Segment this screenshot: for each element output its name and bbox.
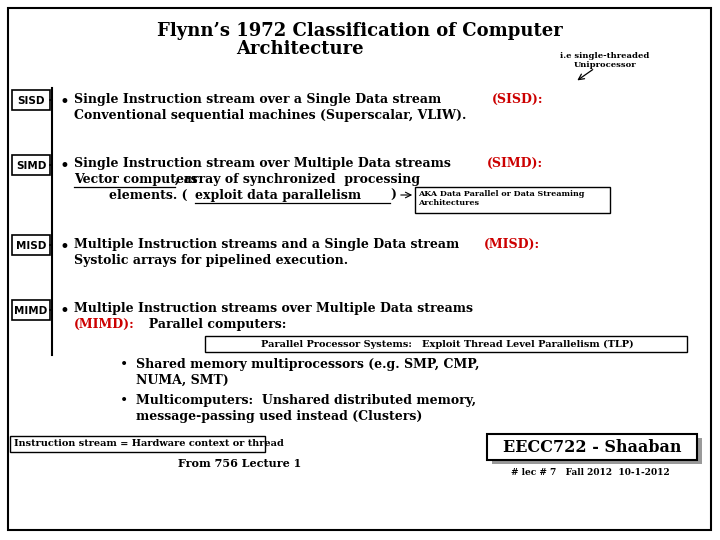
Text: •: • (60, 158, 70, 175)
Text: Single Instruction stream over a Single Data stream: Single Instruction stream over a Single … (74, 93, 450, 106)
Text: •: • (60, 239, 70, 256)
Text: NUMA, SMT): NUMA, SMT) (136, 374, 229, 387)
Text: (SISD):: (SISD): (492, 93, 544, 106)
Text: elements. (: elements. ( (74, 189, 187, 202)
Text: (SIMD):: (SIMD): (487, 157, 543, 170)
Bar (10, 436, 265, 452)
Text: i.e single-threaded
Uniprocessor: i.e single-threaded Uniprocessor (560, 52, 649, 69)
Text: , array of synchronized  processing: , array of synchronized processing (175, 173, 420, 186)
Text: (MIMD):: (MIMD): (74, 318, 135, 331)
Text: SIMD: SIMD (16, 161, 46, 171)
Text: message-passing used instead (Clusters): message-passing used instead (Clusters) (136, 410, 423, 423)
Text: Single Instruction stream over Multiple Data streams: Single Instruction stream over Multiple … (74, 157, 455, 170)
Text: MIMD: MIMD (14, 306, 48, 316)
Text: •: • (120, 394, 128, 408)
Text: Systolic arrays for pipelined execution.: Systolic arrays for pipelined execution. (74, 254, 348, 267)
Text: Conventional sequential machines (Superscalar, VLIW).: Conventional sequential machines (Supers… (74, 109, 467, 122)
Text: Instruction stream = Hardware context or thread: Instruction stream = Hardware context or… (14, 440, 284, 449)
Text: SISD: SISD (17, 96, 45, 106)
Text: •: • (60, 94, 70, 111)
Text: Parallel computers:: Parallel computers: (140, 318, 287, 331)
Text: EECC722 - Shaaban: EECC722 - Shaaban (503, 438, 681, 456)
Text: (MISD):: (MISD): (484, 238, 540, 251)
Text: •: • (60, 303, 70, 320)
Text: Flynn’s 1972 Classification of Computer: Flynn’s 1972 Classification of Computer (157, 22, 563, 40)
Bar (415, 187, 610, 213)
Bar (492, 438, 702, 464)
Text: Multiple Instruction streams over Multiple Data streams: Multiple Instruction streams over Multip… (74, 302, 473, 315)
Bar (12, 90, 50, 110)
Text: ): ) (390, 189, 396, 202)
Bar (12, 300, 50, 320)
Text: exploit data parallelism: exploit data parallelism (195, 189, 361, 202)
Text: From 756 Lecture 1: From 756 Lecture 1 (179, 458, 302, 469)
Text: Parallel Processor Systems:   Exploit Thread Level Parallelism (TLP): Parallel Processor Systems: Exploit Thre… (261, 340, 634, 348)
Text: Shared memory multiprocessors (e.g. SMP, CMP,: Shared memory multiprocessors (e.g. SMP,… (136, 358, 480, 371)
Text: # lec # 7   Fall 2012  10-1-2012: # lec # 7 Fall 2012 10-1-2012 (510, 468, 670, 477)
Bar (205, 336, 687, 352)
Text: Architecture: Architecture (236, 40, 364, 58)
Text: AKA Data Parallel or Data Streaming
Architectures: AKA Data Parallel or Data Streaming Arch… (418, 190, 585, 207)
Text: Vector computers: Vector computers (74, 173, 197, 186)
Bar (487, 434, 697, 460)
Text: Multiple Instruction streams and a Single Data stream: Multiple Instruction streams and a Singl… (74, 238, 464, 251)
Bar (12, 155, 50, 175)
Text: •: • (120, 358, 128, 372)
Text: MISD: MISD (16, 241, 46, 251)
Bar (12, 235, 50, 255)
Text: Multicomputers:  Unshared distributed memory,: Multicomputers: Unshared distributed mem… (136, 394, 476, 407)
